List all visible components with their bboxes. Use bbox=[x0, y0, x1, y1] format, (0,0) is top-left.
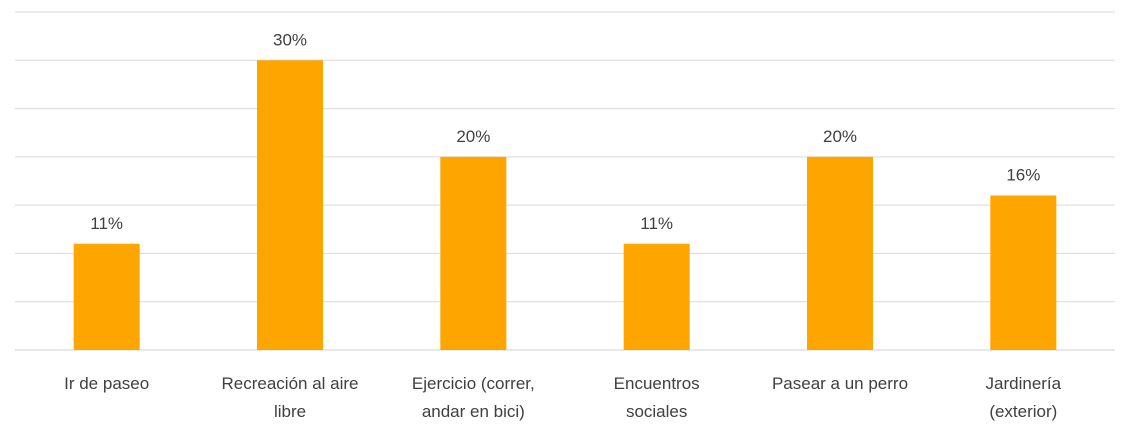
gridlines bbox=[15, 11, 1115, 351]
x-tick-label: Recreación al aire libre bbox=[221, 374, 358, 421]
bar bbox=[807, 156, 873, 350]
data-label: 20% bbox=[456, 127, 490, 146]
x-tick-label-line: andar en bici) bbox=[422, 402, 525, 421]
data-label: 16% bbox=[1006, 165, 1040, 184]
data-label: 11% bbox=[90, 214, 123, 233]
x-tick-label: Encuentros sociales bbox=[614, 374, 700, 421]
bar bbox=[990, 195, 1057, 350]
bar bbox=[257, 60, 323, 351]
x-tick-label: Ir de paseo bbox=[64, 374, 149, 393]
x-tick-label-line: sociales bbox=[626, 402, 687, 421]
x-tick-label-line: Recreación al aire bbox=[221, 374, 358, 393]
bar bbox=[440, 156, 507, 350]
x-tick-label-line: libre bbox=[274, 402, 306, 421]
bar bbox=[73, 243, 140, 350]
data-label: 20% bbox=[823, 127, 857, 146]
x-axis-tick-labels: Ir de paseo Recreación al aire libre Ejerci… bbox=[64, 374, 1062, 421]
x-tick-label: Ejercicio (correr, andar en bici) bbox=[412, 374, 535, 421]
x-tick-label: Pasear a un perro bbox=[772, 374, 908, 393]
bars bbox=[73, 60, 1057, 351]
x-tick-label-line: Pasear a un perro bbox=[772, 374, 908, 393]
x-tick-label: Jardinería (exterior) bbox=[986, 374, 1062, 421]
x-tick-label-line: Jardinería bbox=[986, 374, 1062, 393]
data-label: 30% bbox=[273, 30, 307, 49]
x-tick-label-line: Encuentros bbox=[614, 374, 700, 393]
x-tick-label-line: (exterior) bbox=[989, 402, 1057, 421]
x-tick-label-line: Ejercicio (correr, bbox=[412, 374, 535, 393]
x-tick-label-line: Ir de paseo bbox=[64, 374, 149, 393]
data-labels: 11% 30% 20% 11% 20% 16% bbox=[90, 30, 1040, 232]
data-label: 11% bbox=[640, 214, 673, 233]
bar bbox=[623, 243, 690, 350]
